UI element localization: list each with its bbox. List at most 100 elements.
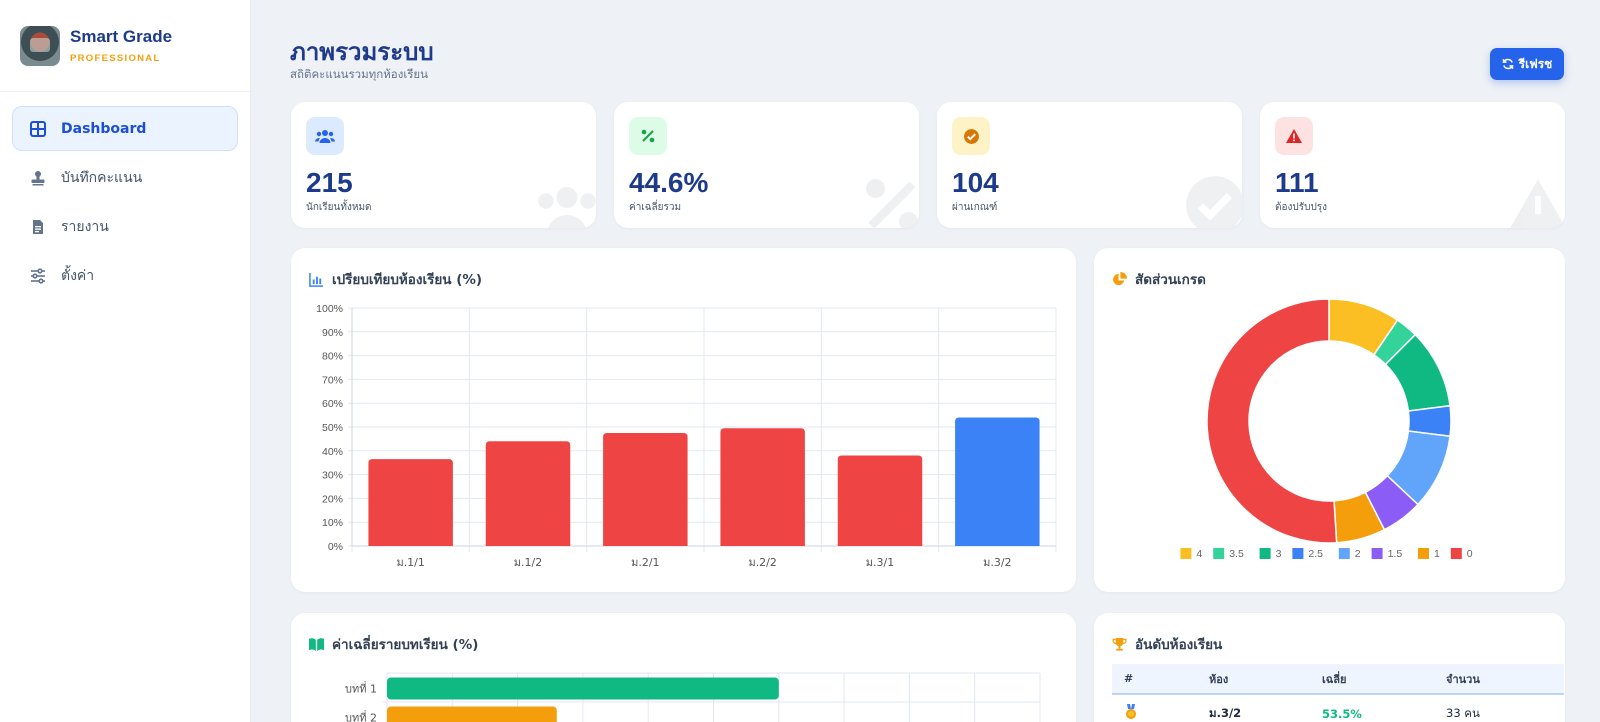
legend-label: 2.5	[1308, 548, 1323, 560]
stamp-icon	[29, 169, 47, 187]
ranking-header-row: # ห้อง เฉลี่ย จำนวน	[1112, 664, 1564, 695]
class-ranking-title: อันดับห้องเรียน	[1112, 633, 1222, 655]
pie-chart-icon	[1113, 271, 1127, 285]
sidebar-item-dashboard[interactable]: Dashboard	[12, 106, 238, 151]
check-circle-icon	[952, 117, 990, 155]
y-tick-label: 60%	[322, 398, 343, 410]
lesson-average-card: ค่าเฉลี่ยรายบทเรียน (%) บทที่ 1 บทที่ 2	[291, 613, 1076, 722]
y-tick-label: บทที่ 1	[345, 681, 377, 696]
lesson-average-title: ค่าเฉลี่ยรายบทเรียน (%)	[309, 633, 478, 655]
sidebar-item-label: บันทึกคะแนน	[61, 169, 143, 186]
stat-value: 104	[952, 167, 999, 198]
legend-item[interactable]: 0	[1450, 548, 1473, 560]
table-row[interactable]: ม.3/2 53.5% 33 คน	[1112, 694, 1564, 722]
book-icon	[309, 637, 324, 651]
sidebar-item-record-scores[interactable]: บันทึกคะแนน	[12, 155, 238, 200]
legend-item[interactable]: 1	[1418, 548, 1440, 560]
legend-swatch	[1259, 548, 1271, 559]
x-tick-label: ม.3/2	[983, 556, 1011, 569]
x-tick-label: ม.2/1	[631, 556, 659, 569]
sidebar-item-label: รายงาน	[61, 218, 109, 235]
y-tick-label: 0%	[328, 541, 343, 553]
ranking-table: # ห้อง เฉลี่ย จำนวน ม.3/2 53.5% 33 คน	[1112, 664, 1564, 722]
col-count: จำนวน	[1434, 664, 1564, 695]
bar[interactable]	[837, 455, 923, 546]
bar[interactable]	[485, 441, 571, 546]
sidebar-nav: Dashboard บันทึกคะแนน รายงาน ตั้งค่า	[0, 92, 250, 316]
brand-tagline: PROFESSIONAL	[70, 53, 161, 64]
legend-item[interactable]: 3.5	[1213, 548, 1244, 560]
sidebar-item-settings[interactable]: ตั้งค่า	[12, 253, 238, 298]
page-subtitle: สถิติคะแนนรวมทุกห้องเรียน	[290, 67, 429, 81]
grade-distribution-title-text: สัดส่วนเกรด	[1135, 272, 1206, 288]
grade-distribution-chart: 4 3.5 3 2.5 2 1.5 1 0	[1180, 298, 1473, 560]
sidebar-item-label: ตั้งค่า	[61, 267, 95, 284]
bar-chart-icon	[309, 272, 324, 287]
legend-swatch	[1292, 548, 1304, 559]
stat-card-students: 215 นักเรียนทั้งหมด	[291, 102, 596, 228]
col-room: ห้อง	[1197, 664, 1310, 695]
brand-logo	[20, 25, 60, 66]
users-icon	[306, 117, 344, 155]
legend-item[interactable]: 2.5	[1292, 548, 1323, 560]
y-tick-label: บทที่ 2	[345, 710, 377, 722]
legend-label: 0	[1467, 548, 1473, 560]
page-title: ภาพรวมระบบ	[290, 38, 434, 66]
stat-label: ต้องปรับปรุง	[1275, 202, 1328, 213]
bar[interactable]	[387, 677, 779, 700]
percent-icon	[629, 117, 667, 155]
cell-count: 33 คน	[1446, 705, 1480, 720]
sliders-icon	[29, 267, 47, 285]
sidebar: Smart Grade PROFESSIONAL Dashboard บันทึ…	[0, 0, 251, 722]
y-tick-label: 40%	[322, 446, 343, 458]
legend-swatch	[1418, 548, 1429, 559]
check-circle-watermark-icon	[1186, 176, 1242, 228]
refresh-label: รีเฟรช	[1518, 56, 1553, 71]
medal-icon	[1112, 694, 1197, 722]
legend-label: 2	[1355, 548, 1361, 560]
y-tick-label: 100%	[316, 303, 343, 315]
refresh-button[interactable]: รีเฟรช	[1490, 48, 1564, 80]
users-watermark-icon	[538, 187, 596, 228]
legend-label: 1.5	[1388, 548, 1403, 560]
stat-card-average: 44.6% ค่าเฉลี่ยรวม	[614, 102, 919, 228]
bar[interactable]	[368, 459, 453, 546]
sidebar-item-label: Dashboard	[61, 120, 147, 137]
legend-swatch	[1450, 548, 1462, 559]
sidebar-item-reports[interactable]: รายงาน	[12, 204, 238, 249]
legend-item[interactable]: 4	[1180, 548, 1202, 560]
y-tick-label: 90%	[322, 327, 343, 339]
x-tick-label: ม.3/1	[866, 556, 894, 569]
chart-grid	[348, 307, 1057, 552]
cell-room: ม.3/2	[1209, 705, 1242, 720]
warning-watermark-icon	[1510, 179, 1565, 228]
y-tick-label: 30%	[322, 470, 343, 482]
class-comparison-title-text: เปรียบเทียบห้องเรียน (%)	[332, 272, 483, 288]
legend-item[interactable]: 1.5	[1371, 548, 1403, 560]
stat-value: 215	[306, 167, 353, 198]
class-ranking-card: อันดับห้องเรียน # ห้อง เฉลี่ย จำนวน ม.3/…	[1094, 613, 1565, 722]
stat-card-passed: 104 ผ่านเกณฑ์	[937, 102, 1242, 228]
class-comparison-card: เปรียบเทียบห้องเรียน (%) 0% 10% 20% 30% 40% 5…	[291, 248, 1076, 592]
brand-name: Smart Grade	[70, 27, 173, 46]
bar[interactable]	[387, 706, 557, 722]
bar[interactable]	[720, 428, 805, 546]
legend-swatch	[1371, 548, 1383, 559]
brand: Smart Grade PROFESSIONAL	[0, 0, 250, 92]
bar[interactable]	[955, 417, 1040, 546]
lesson-average-chart: บทที่ 1 บทที่ 2	[345, 672, 1041, 722]
legend-item[interactable]: 3	[1259, 548, 1282, 560]
pie-slice[interactable]	[1206, 298, 1338, 544]
percent-watermark-icon	[866, 179, 918, 228]
legend-item[interactable]: 2	[1338, 548, 1361, 560]
legend-swatch	[1338, 548, 1350, 559]
x-tick-label: ม.2/2	[748, 556, 776, 569]
grade-distribution-title: สัดส่วนเกรด	[1112, 268, 1206, 290]
stat-label: ผ่านเกณฑ์	[952, 202, 998, 213]
grid-icon	[29, 120, 47, 138]
stat-label: นักเรียนทั้งหมด	[306, 202, 372, 213]
stat-label: ค่าเฉลี่ยรวม	[629, 202, 682, 213]
legend-swatch	[1213, 548, 1225, 559]
bar[interactable]	[603, 432, 688, 546]
class-comparison-chart: 0% 10% 20% 30% 40% 50% 60% 70% 80% 90% 100% ม.1/1 ม.…	[316, 303, 1057, 569]
